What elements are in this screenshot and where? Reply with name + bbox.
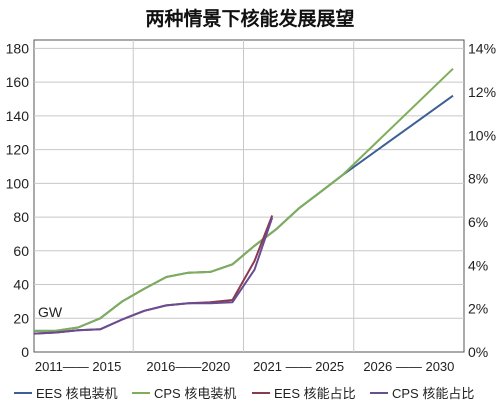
x-group-label: 2026 —— 2030 bbox=[363, 359, 454, 374]
y-right-tick-label: 0% bbox=[468, 344, 488, 360]
y-left-tick-label: 60 bbox=[13, 243, 29, 259]
x-group-label: 2021 —— 2025 bbox=[253, 359, 344, 374]
y-right-tick-label: 10% bbox=[468, 127, 496, 143]
y-left-tick-label: 20 bbox=[13, 310, 29, 326]
legend-label: CPS 核能占比 bbox=[392, 386, 474, 401]
x-group-label: 2016——2020 bbox=[146, 359, 230, 374]
legend-label: EES 核能占比 bbox=[274, 386, 356, 401]
legend-label: EES 核电装机 bbox=[36, 386, 118, 401]
y-right-tick-label: 2% bbox=[468, 301, 488, 317]
y-left-tick-label: 160 bbox=[6, 74, 30, 90]
y-right-tick-label: 8% bbox=[468, 171, 488, 187]
y-right-tick-label: 4% bbox=[468, 257, 488, 273]
legend-label: CPS 核电装机 bbox=[154, 386, 236, 401]
series-line-2 bbox=[33, 67, 454, 332]
y-left-tick-label: 80 bbox=[13, 209, 29, 225]
chart-title: 两种情景下核能发展展望 bbox=[145, 8, 355, 30]
y-right-tick-label: 14% bbox=[468, 41, 496, 57]
plot-area bbox=[33, 39, 465, 353]
y-left-tick-label: 100 bbox=[6, 175, 30, 191]
x-group-label: 2011—— 2015 bbox=[35, 359, 122, 374]
y-left-tick-label: 180 bbox=[6, 40, 30, 56]
y-right-tick-label: 6% bbox=[468, 214, 488, 230]
series-line-4 bbox=[33, 217, 274, 335]
y-right-tick-label: 12% bbox=[468, 84, 496, 100]
y-left-tick-label: 140 bbox=[6, 108, 30, 124]
unit-label: GW bbox=[38, 304, 63, 320]
y-left-tick-label: 0 bbox=[21, 344, 29, 360]
y-left-tick-label: 120 bbox=[6, 142, 30, 158]
y-left-tick-label: 40 bbox=[13, 277, 29, 293]
